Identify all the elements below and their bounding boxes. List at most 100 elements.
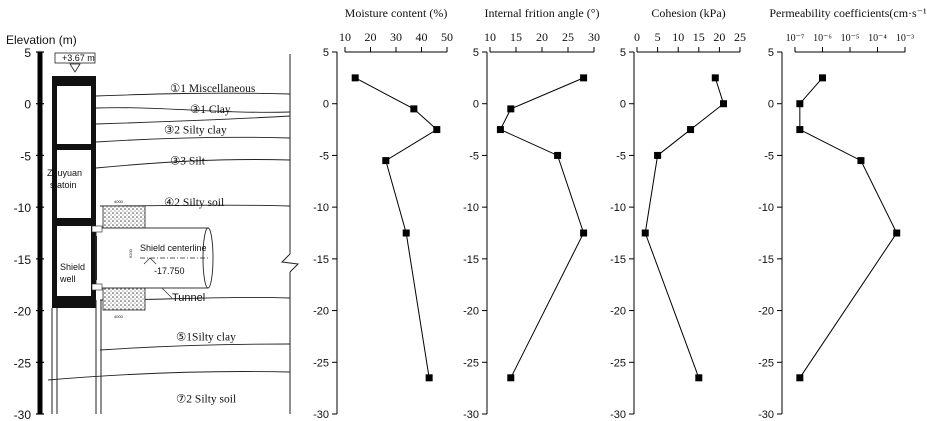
y-tick-label: -10 <box>758 202 774 214</box>
series-line <box>644 77 725 378</box>
y-tick-label: -20 <box>610 306 626 318</box>
data-point <box>580 229 588 237</box>
chart-title: Moisture content (%) <box>345 6 448 20</box>
data-point <box>796 100 804 108</box>
shield-centerline-label: Shield centerline <box>140 243 207 253</box>
y-tick-label: 0 <box>323 99 329 111</box>
y-tick-label: -25 <box>463 357 479 369</box>
y-tick-label: -20 <box>463 306 479 318</box>
dimension-label: 6200 <box>128 248 133 258</box>
x-tick-label: 15 <box>510 30 522 44</box>
geological-profile: Elevation (m) 5 0 -5 -10 -15 -20 -25 -30 • • <box>6 33 300 421</box>
x-tick-label: 25 <box>734 30 746 44</box>
x-tick-label: 25 <box>562 30 574 44</box>
tunnel-label: Tunnel <box>172 292 205 304</box>
series-line <box>499 77 585 379</box>
data-point <box>819 74 826 82</box>
data-point <box>425 374 433 382</box>
y-tick-label: 0 <box>768 99 774 111</box>
x-tick-label: 0 <box>634 30 640 44</box>
x-tick-label: 10 <box>339 30 351 44</box>
stratum-label: ⑦2 Silty soil <box>176 393 236 405</box>
top-elevation-marker: +3.67 m <box>62 53 95 63</box>
y-tick-label: -5 <box>319 150 329 162</box>
x-tick-label: 40 <box>416 30 428 44</box>
x-tick-label: 10⁻⁴ <box>868 33 887 44</box>
y-tick-label: -15 <box>313 254 329 266</box>
y-tick-label: -30 <box>313 409 329 421</box>
data-point <box>507 105 515 113</box>
x-tick-label: 20 <box>713 30 725 44</box>
data-point <box>796 374 804 382</box>
data-point <box>687 126 695 134</box>
x-tick-label: 10⁻³ <box>896 33 914 44</box>
property-panels: Moisture content (%)10 20 30 40 5050-5-10-15… <box>313 6 927 421</box>
elevation-tick-label: 0 <box>24 98 31 112</box>
y-tick-label: 5 <box>620 47 626 59</box>
elevation-tick-label: -5 <box>20 149 31 163</box>
y-tick-label: -10 <box>313 202 329 214</box>
chart-title: Internal frition angle (°) <box>484 6 599 20</box>
y-tick-label: -20 <box>313 306 329 318</box>
y-tick-label: -25 <box>610 357 626 369</box>
x-tick-label: 10 <box>672 30 684 44</box>
data-point <box>382 157 390 165</box>
elevation-tick-label: 5 <box>24 46 31 60</box>
x-tick-label: 15 <box>693 30 705 44</box>
x-tick-label: 30 <box>588 30 600 44</box>
y-tick-label: -25 <box>758 357 774 369</box>
svg-text:•: • <box>52 78 54 84</box>
y-tick-label: 0 <box>473 99 479 111</box>
y-tick-label: 5 <box>473 47 479 59</box>
y-tick-label: -5 <box>616 150 626 162</box>
data-point <box>654 151 662 159</box>
elevation-tick-label: -15 <box>14 253 32 267</box>
data-point <box>496 126 504 134</box>
y-tick-label: -15 <box>610 254 626 266</box>
dimension-label: 4000 <box>114 314 124 319</box>
station-label: Zhuyuan statoin <box>47 168 85 190</box>
data-point <box>893 229 901 237</box>
shield-well-label: Shield well <box>59 262 88 284</box>
data-point <box>410 105 418 113</box>
x-tick-label: 20 <box>365 30 377 44</box>
data-point <box>351 74 359 82</box>
elevation-tick-label: -25 <box>14 356 32 370</box>
y-tick-label: -5 <box>764 150 774 162</box>
x-tick-label: 10 <box>484 30 496 44</box>
stratum-label: ③1 Clay <box>190 104 231 116</box>
dimension-label: 4000 <box>114 199 124 204</box>
chart-panel: Moisture content (%)10 20 30 40 5050-5-10-15… <box>313 6 453 421</box>
y-tick-label: -5 <box>469 150 479 162</box>
data-point <box>433 126 441 134</box>
x-tick-label: 50 <box>441 30 453 44</box>
series-line <box>799 77 898 379</box>
y-tick-label: -25 <box>313 357 329 369</box>
data-point <box>580 74 588 82</box>
y-tick-label: 5 <box>768 47 774 59</box>
elevation-ticks: 5 0 -5 -10 -15 -20 -25 -30 <box>14 46 44 421</box>
x-tick-label: 30 <box>390 30 402 44</box>
stratum-label: ③2 Silty clay <box>164 125 227 137</box>
elevation-axis-label: Elevation (m) <box>6 33 77 47</box>
data-point <box>554 151 562 159</box>
data-point <box>402 229 410 237</box>
elevation-tick-label: -10 <box>14 201 32 215</box>
y-tick-label: -30 <box>463 409 479 421</box>
stratum-label: ⑤1Silty clay <box>176 331 236 343</box>
y-tick-label: 0 <box>620 99 626 111</box>
data-point <box>857 157 865 165</box>
stratum-label: ①1 Miscellaneous <box>170 83 256 95</box>
y-tick-label: -30 <box>758 409 774 421</box>
x-tick-label: 5 <box>655 30 661 44</box>
chart-panel: Permeability coefficients(cm·s⁻¹) 10⁻⁷ 10⁻… <box>758 6 927 421</box>
chart-panel: Internal frition angle (°) 10 15 20 25 30 5 0 -5… <box>463 6 600 421</box>
elevation-tick-label: -30 <box>14 408 32 421</box>
data-point <box>711 74 719 82</box>
y-tick-label: -10 <box>463 202 479 214</box>
stratum-label: ④2 Silty soil <box>164 197 224 209</box>
data-point <box>796 126 804 134</box>
chart-title: Permeability coefficients(cm·s⁻¹) <box>769 6 927 20</box>
y-tick-label: -15 <box>758 254 774 266</box>
